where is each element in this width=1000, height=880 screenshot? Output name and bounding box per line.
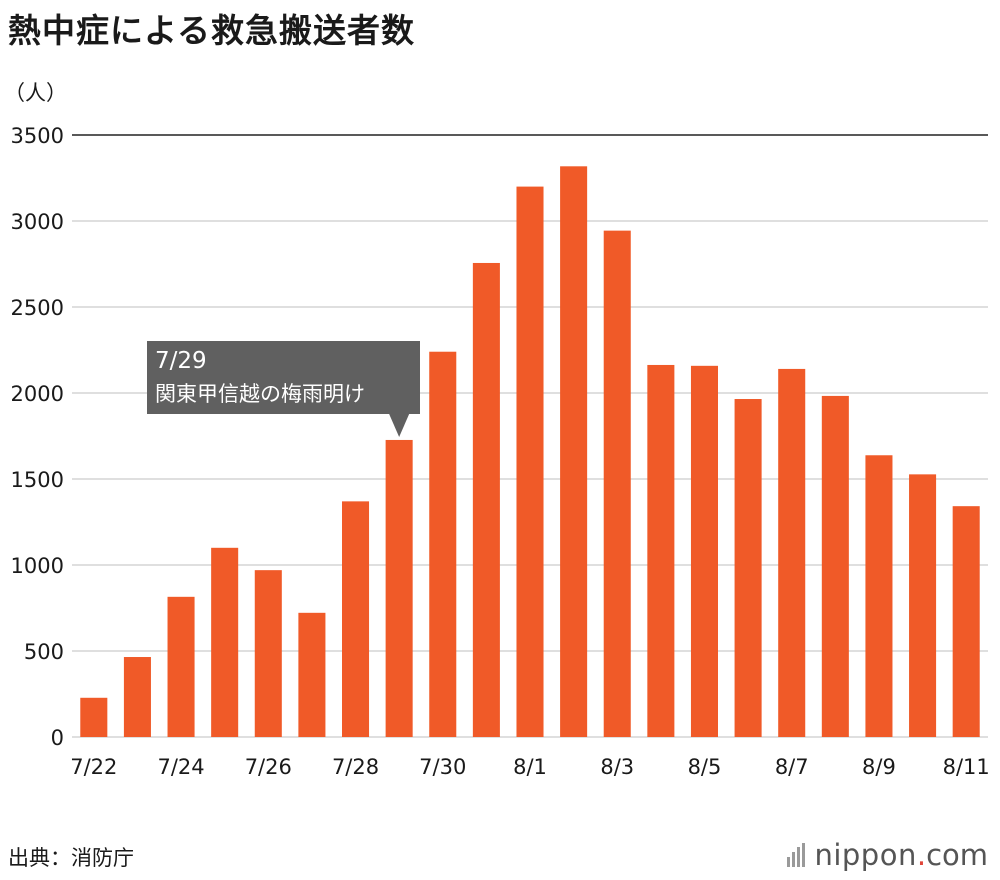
bar-7-26 bbox=[254, 570, 282, 737]
x-tick-label: 8/1 bbox=[513, 755, 547, 779]
bar-8-2 bbox=[560, 166, 588, 737]
y-tick-label: 2500 bbox=[11, 296, 64, 320]
annotation-text: 関東甲信越の梅雨明け bbox=[155, 382, 365, 406]
brand-dot: . bbox=[916, 838, 927, 872]
bar-8-7 bbox=[778, 368, 806, 737]
y-tick-label: 2000 bbox=[11, 382, 64, 406]
x-tick-label: 7/22 bbox=[70, 755, 117, 779]
y-tick-label: 3000 bbox=[11, 210, 64, 234]
y-axis-unit-label: （人） bbox=[4, 81, 67, 105]
x-tick-label: 7/24 bbox=[157, 755, 204, 779]
y-tick-label: 1500 bbox=[11, 468, 64, 492]
x-tick-label: 7/28 bbox=[332, 755, 379, 779]
bar-7-25 bbox=[211, 547, 239, 737]
brand-tld: com bbox=[926, 838, 988, 872]
bar-7-22 bbox=[80, 697, 108, 737]
bar-8-10 bbox=[909, 474, 937, 737]
x-tick-label: 8/5 bbox=[688, 755, 722, 779]
bar-8-3 bbox=[603, 230, 631, 737]
bar-7-30 bbox=[429, 351, 457, 737]
bar-8-8 bbox=[821, 395, 849, 737]
bar-7-27 bbox=[298, 612, 326, 737]
bar-8-1 bbox=[516, 186, 544, 738]
x-tick-label: 8/3 bbox=[600, 755, 634, 779]
bar-8-5 bbox=[690, 365, 718, 737]
y-tick-label: 500 bbox=[24, 640, 64, 664]
x-tick-label: 7/26 bbox=[245, 755, 292, 779]
chart-title: 熱中症による救急搬送者数 bbox=[8, 11, 416, 50]
bar-7-29 bbox=[385, 439, 413, 737]
bar-7-23 bbox=[123, 657, 151, 737]
bar-7-28 bbox=[342, 501, 370, 737]
brand-bars-icon bbox=[787, 843, 806, 867]
annotation-date: 7/29 bbox=[155, 348, 207, 374]
bar-8-6 bbox=[734, 399, 762, 737]
bar-8-9 bbox=[865, 455, 893, 737]
x-tick-label: 8/11 bbox=[943, 755, 990, 779]
bar-8-11 bbox=[952, 506, 980, 737]
brand-name: nippon bbox=[814, 838, 917, 872]
x-tick-label: 8/9 bbox=[862, 755, 896, 779]
y-tick-label: 3500 bbox=[11, 124, 64, 148]
y-tick-label: 0 bbox=[51, 726, 64, 750]
bar-7-31 bbox=[472, 262, 500, 737]
x-tick-label: 8/7 bbox=[775, 755, 809, 779]
bar-7-24 bbox=[167, 596, 195, 737]
source-note: 出典：消防庁 bbox=[8, 846, 134, 870]
bar-8-4 bbox=[647, 364, 675, 737]
annotation-pointer bbox=[389, 414, 410, 437]
y-tick-label: 1000 bbox=[11, 554, 64, 578]
x-tick-label: 7/30 bbox=[419, 755, 466, 779]
nippon-logo[interactable]: nippon. com bbox=[787, 838, 988, 872]
annotation-box bbox=[147, 341, 420, 414]
